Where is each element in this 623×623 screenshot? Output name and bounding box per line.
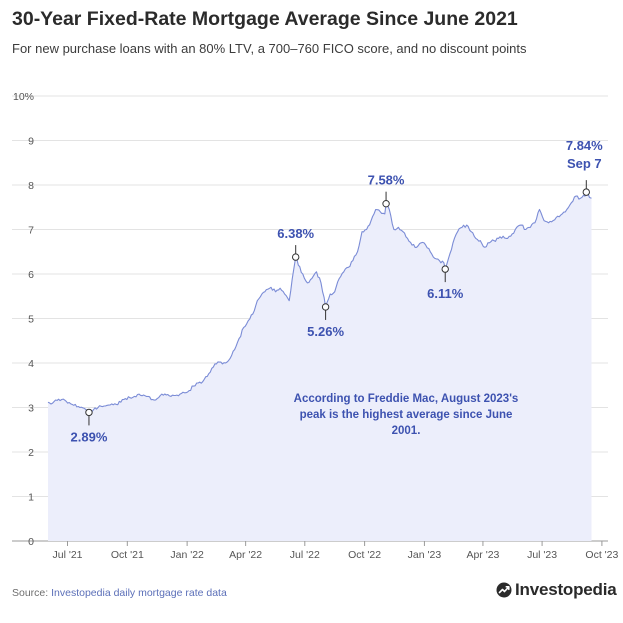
y-tick-label: 5 xyxy=(28,314,34,326)
x-tick-label: Jul '23 xyxy=(527,549,557,561)
annotation-label: 6.11% xyxy=(427,286,464,301)
annotation-sublabel: Sep 7 xyxy=(567,156,602,171)
y-tick-label: 6 xyxy=(28,269,34,281)
chart-title: 30-Year Fixed-Rate Mortgage Average Sinc… xyxy=(12,8,518,30)
rate-series-line xyxy=(47,191,592,413)
y-tick-label: 7 xyxy=(28,225,34,237)
plot-area xyxy=(47,191,592,541)
x-tick-label: Jan '23 xyxy=(408,549,442,561)
annotation-label: 5.26% xyxy=(307,324,344,339)
y-tick-label: 3 xyxy=(28,403,34,415)
y-tick-label: 0 xyxy=(28,536,34,548)
y-tick-label: 9 xyxy=(28,136,34,148)
investopedia-logo-icon xyxy=(496,582,512,598)
y-tick-label: 2 xyxy=(28,447,34,459)
y-tick-label: 8 xyxy=(28,180,34,192)
y-axis: 0 1 2 3 4 5 6 7 8 9 10% xyxy=(13,91,34,548)
annotation-marker xyxy=(441,265,449,273)
x-axis: Jul '21 Oct '21 Jan '22 Apr '22 Jul '22 Oct '… xyxy=(52,541,619,561)
annotation: 7.84% Sep 7 xyxy=(566,138,603,196)
annotation: 5.26% xyxy=(307,303,344,339)
source-credit: Source: Investopedia daily mortgage rate… xyxy=(12,587,227,599)
annotation-marker xyxy=(382,199,390,208)
mortgage-rate-chart: 0 1 2 3 4 5 6 7 8 9 10% Jul '21 Oct '21 Jan '22 Apr '… xyxy=(12,91,619,561)
x-tick-label: Jul '21 xyxy=(52,549,82,561)
annotation-marker xyxy=(291,253,300,261)
annotation: 6.38% xyxy=(277,226,315,261)
x-tick-label: Oct '22 xyxy=(348,549,381,561)
x-tick-label: Jan '22 xyxy=(170,549,204,561)
chart-subtitle: For new purchase loans with an 80% LTV, … xyxy=(12,41,527,56)
annotation-marker xyxy=(85,408,93,417)
x-tick-label: Oct '23 xyxy=(585,549,618,561)
y-tick-label: 4 xyxy=(28,358,34,370)
annotation: 6.11% xyxy=(427,265,464,301)
annotation-marker xyxy=(582,188,590,196)
x-tick-label: Jul '22 xyxy=(290,549,320,561)
annotation-label: 7.58% xyxy=(368,173,405,188)
y-tick-label: 10% xyxy=(13,91,34,103)
annotation: 2.89% xyxy=(71,408,108,444)
note-line: According to Freddie Mac, August 2023's xyxy=(294,393,519,405)
x-tick-label: Apr '22 xyxy=(229,549,262,561)
annotation-label: 7.84% xyxy=(566,138,603,153)
source-prefix: Source: xyxy=(12,587,52,599)
investopedia-logo: Investopedia xyxy=(496,580,617,600)
note-line: 2001. xyxy=(392,425,421,437)
annotation-label: 6.38% xyxy=(277,226,314,241)
source-link[interactable]: Investopedia daily mortgage rate data xyxy=(51,587,227,599)
brand-name: Investopedia xyxy=(515,580,617,599)
freddie-mac-note: According to Freddie Mac, August 2023's p… xyxy=(294,393,519,437)
x-tick-label: Oct '21 xyxy=(111,549,144,561)
y-tick-label: 1 xyxy=(28,492,34,504)
annotation: 7.58% xyxy=(368,173,405,208)
annotation-label: 2.89% xyxy=(71,429,108,444)
x-tick-label: Apr '23 xyxy=(466,549,499,561)
rate-area-fill xyxy=(48,192,592,541)
note-line: peak is the highest average since June xyxy=(300,409,513,421)
annotation-marker xyxy=(321,303,330,311)
annotations: 2.89% 6.38% 5.26% 7.58% 6.11% 7.84% Sep 7 xyxy=(71,138,604,444)
